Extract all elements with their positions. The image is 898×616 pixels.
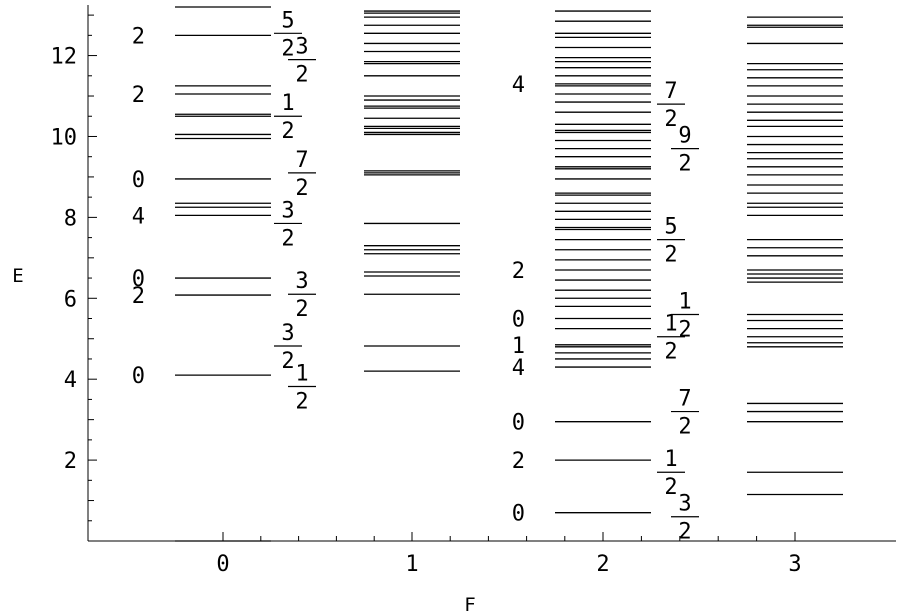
fraction-label: 32 bbox=[671, 492, 699, 545]
fraction-denominator: 2 bbox=[664, 243, 677, 268]
level-label: 0 bbox=[132, 168, 145, 193]
level-label: 0 bbox=[512, 308, 525, 333]
fraction-numerator: 3 bbox=[281, 321, 294, 346]
fraction-label: 72 bbox=[671, 387, 699, 440]
level-label: 0 bbox=[512, 502, 525, 527]
y-tick-label: 12 bbox=[51, 45, 78, 70]
fraction-denominator: 2 bbox=[664, 340, 677, 365]
fraction-label: 12 bbox=[657, 447, 685, 500]
level-label: 4 bbox=[512, 73, 525, 98]
fraction-denominator: 2 bbox=[678, 317, 691, 342]
fraction-label: 52 bbox=[657, 215, 685, 268]
fraction-denominator: 2 bbox=[295, 176, 308, 201]
fraction-denominator: 2 bbox=[678, 152, 691, 177]
fraction-numerator: 7 bbox=[678, 387, 691, 412]
level-label: 0 bbox=[512, 411, 525, 436]
fraction-numerator: 1 bbox=[664, 312, 677, 337]
fraction-denominator: 2 bbox=[678, 415, 691, 440]
fraction-label: 12 bbox=[657, 312, 685, 365]
level-label: 0 bbox=[132, 267, 145, 292]
y-tick-label: 4 bbox=[64, 368, 77, 393]
level-columns: 0204022123232327212325202041024321272121… bbox=[132, 6, 843, 545]
x-tick-label: 0 bbox=[216, 552, 229, 577]
fraction-numerator: 1 bbox=[281, 91, 294, 116]
fraction-numerator: 1 bbox=[295, 361, 308, 386]
y-tick-label: 2 bbox=[64, 449, 77, 474]
x-axis-title: F bbox=[464, 594, 475, 616]
level-label: 2 bbox=[132, 83, 145, 108]
fraction-denominator: 2 bbox=[281, 36, 294, 61]
fraction-denominator: 2 bbox=[281, 119, 294, 144]
y-axis-ticks: 2 4 6 8 10 12 bbox=[51, 14, 97, 522]
fraction-numerator: 7 bbox=[295, 148, 308, 173]
fraction-denominator: 2 bbox=[281, 349, 294, 374]
fraction-label: 72 bbox=[657, 79, 685, 132]
fraction-numerator: 5 bbox=[664, 215, 677, 240]
fraction-label: 52 bbox=[274, 8, 302, 61]
fraction-label: 12 bbox=[274, 91, 302, 144]
fraction-label: 32 bbox=[274, 321, 302, 374]
x-tick-label: 3 bbox=[788, 552, 801, 577]
fraction-numerator: 3 bbox=[295, 269, 308, 294]
fraction-numerator: 7 bbox=[664, 79, 677, 104]
level-label: 4 bbox=[132, 204, 145, 229]
y-tick-label: 10 bbox=[51, 125, 78, 150]
fraction-denominator: 2 bbox=[678, 520, 691, 545]
fraction-numerator: 1 bbox=[664, 447, 677, 472]
fraction-numerator: 3 bbox=[281, 198, 294, 223]
y-tick-label: 8 bbox=[64, 206, 77, 231]
fraction-label: 72 bbox=[288, 148, 316, 201]
level-label: 2 bbox=[512, 259, 525, 284]
fraction-denominator: 2 bbox=[664, 107, 677, 132]
fraction-label: 92 bbox=[671, 124, 699, 177]
level-label: 0 bbox=[132, 364, 145, 389]
fraction-numerator: 5 bbox=[281, 8, 294, 33]
x-tick-label: 1 bbox=[405, 552, 418, 577]
fraction-label: 12 bbox=[288, 361, 316, 414]
level-label: 4 bbox=[512, 356, 525, 381]
fraction-label: 32 bbox=[274, 198, 302, 251]
fraction-label: 32 bbox=[288, 269, 316, 322]
level-label: 1 bbox=[512, 334, 525, 359]
fraction-denominator: 2 bbox=[295, 389, 308, 414]
level-label: 2 bbox=[132, 24, 145, 49]
fraction-label: 12 bbox=[671, 289, 699, 342]
fraction-label: 32 bbox=[288, 35, 316, 88]
level-label: 2 bbox=[512, 449, 525, 474]
x-tick-label: 2 bbox=[596, 552, 609, 577]
fraction-numerator: 1 bbox=[678, 289, 691, 314]
fraction-numerator: 3 bbox=[678, 492, 691, 517]
fraction-numerator: 9 bbox=[678, 124, 691, 149]
x-axis-ticks: 0 1 2 3 bbox=[216, 532, 802, 577]
level-label: 2 bbox=[132, 284, 145, 309]
fraction-denominator: 2 bbox=[295, 63, 308, 88]
fraction-denominator: 2 bbox=[295, 297, 308, 322]
y-tick-label: 6 bbox=[64, 287, 77, 312]
fraction-denominator: 2 bbox=[664, 475, 677, 500]
y-axis-title: E bbox=[12, 265, 23, 287]
fraction-numerator: 3 bbox=[295, 35, 308, 60]
fraction-denominator: 2 bbox=[281, 226, 294, 251]
